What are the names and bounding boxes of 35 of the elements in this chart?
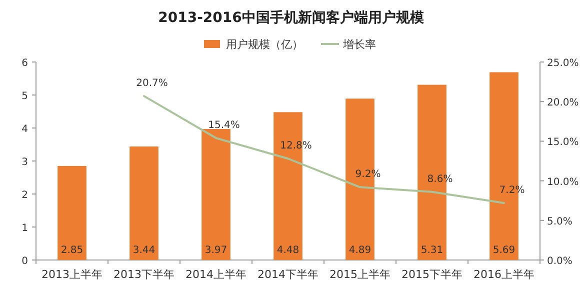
bar — [202, 128, 230, 260]
y2-tick-label: 5.0% — [547, 216, 572, 228]
data-label: 15.4% — [208, 120, 240, 132]
data-label: 3.44 — [132, 245, 156, 256]
x-tick-label: 2016上半年 — [474, 268, 534, 281]
x-tick-label: 2013上半年 — [42, 268, 102, 281]
y2-tick-label: 25.0% — [547, 58, 579, 69]
y-tick-label: 6 — [22, 58, 28, 69]
y-tick-label: 5 — [22, 91, 28, 102]
x-tick-label: 2015下半年 — [402, 268, 462, 281]
x-tick-label: 2015上半年 — [330, 268, 390, 281]
data-label: 5.31 — [420, 245, 444, 256]
data-label: 2.85 — [60, 245, 84, 256]
x-tick-label: 2014上半年 — [186, 268, 246, 281]
y2-tick-label: 0.0% — [547, 256, 572, 267]
x-tick-label: 2014下半年 — [258, 268, 318, 281]
y-tick-label: 0 — [22, 256, 28, 267]
data-label: 20.7% — [136, 78, 168, 90]
y-tick-label: 3 — [22, 157, 28, 168]
data-label: 3.97 — [204, 245, 228, 256]
bar — [130, 146, 158, 260]
y-tick-label: 2 — [22, 190, 28, 201]
y-tick-label: 4 — [22, 124, 28, 135]
data-label: 4.48 — [276, 245, 300, 256]
legend-label: 用户规模（亿） — [226, 38, 303, 51]
data-label: 5.69 — [492, 245, 516, 256]
y2-tick-label: 20.0% — [547, 98, 579, 109]
y-tick-label: 1 — [22, 223, 28, 234]
legend-label: 增长率 — [342, 38, 376, 51]
bar — [58, 166, 86, 260]
y2-tick-label: 15.0% — [547, 137, 579, 148]
data-label: 4.89 — [348, 245, 372, 256]
chart-title: 2013-2016中国手机新闻客户端用户规模 — [158, 9, 425, 26]
y2-tick-label: 10.0% — [547, 176, 579, 188]
x-tick-label: 2013下半年 — [114, 268, 174, 281]
